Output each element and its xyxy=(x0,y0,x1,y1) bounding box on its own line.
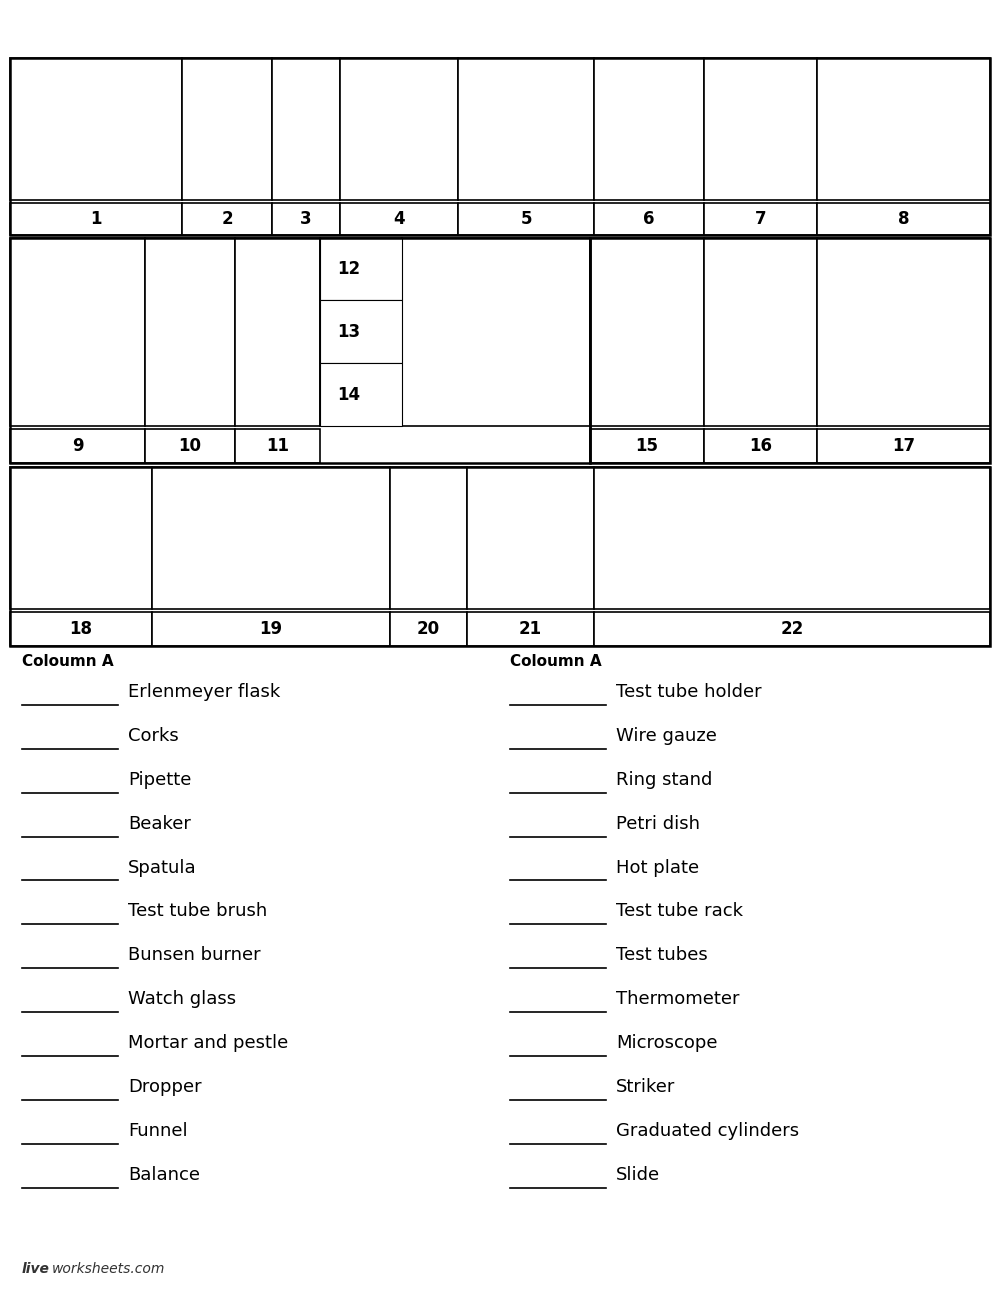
Bar xyxy=(704,238,817,426)
Text: 19: 19 xyxy=(259,620,283,638)
Text: Watch glass: Watch glass xyxy=(128,990,236,1008)
Bar xyxy=(320,363,402,426)
Text: 4: 4 xyxy=(393,210,405,227)
Bar xyxy=(340,203,458,235)
Text: Corks: Corks xyxy=(128,727,179,745)
Text: Spatula: Spatula xyxy=(128,859,197,877)
Bar xyxy=(402,238,590,426)
Text: 16: 16 xyxy=(749,438,772,454)
Bar xyxy=(467,612,594,646)
Text: live: live xyxy=(22,1261,50,1276)
Text: 12: 12 xyxy=(337,259,360,278)
Bar xyxy=(594,203,704,235)
Bar xyxy=(152,467,390,609)
Bar xyxy=(10,238,590,463)
Text: 11: 11 xyxy=(266,438,289,454)
Bar xyxy=(704,429,817,463)
Bar xyxy=(320,238,402,426)
Text: Test tube holder: Test tube holder xyxy=(616,683,762,701)
Text: 1: 1 xyxy=(90,210,102,227)
Text: Funnel: Funnel xyxy=(128,1122,188,1140)
Bar xyxy=(10,612,152,646)
Text: Thermometer: Thermometer xyxy=(616,990,740,1008)
Text: 2: 2 xyxy=(221,210,233,227)
Bar xyxy=(10,58,990,235)
Bar xyxy=(182,203,272,235)
Text: 20: 20 xyxy=(417,620,440,638)
Text: Striker: Striker xyxy=(616,1078,675,1096)
Text: Coloumn A: Coloumn A xyxy=(510,653,602,669)
Bar xyxy=(467,467,594,609)
Bar xyxy=(10,429,145,463)
Text: 9: 9 xyxy=(72,438,83,454)
Bar xyxy=(10,238,145,426)
Text: worksheets.com: worksheets.com xyxy=(52,1261,165,1276)
Bar xyxy=(10,203,182,235)
Bar xyxy=(390,467,467,609)
Bar xyxy=(594,612,990,646)
Bar xyxy=(458,203,594,235)
Text: 3: 3 xyxy=(300,210,312,227)
Bar xyxy=(182,58,272,200)
Bar xyxy=(340,58,458,200)
Text: Hot plate: Hot plate xyxy=(616,859,699,877)
Text: 14: 14 xyxy=(337,386,360,404)
Bar xyxy=(817,238,990,426)
Text: 8: 8 xyxy=(898,210,909,227)
Bar xyxy=(10,467,990,646)
Text: Ring stand: Ring stand xyxy=(616,771,712,789)
Text: Test tube rack: Test tube rack xyxy=(616,902,743,920)
Text: Bunsen burner: Bunsen burner xyxy=(128,946,261,964)
Text: 22: 22 xyxy=(780,620,804,638)
Bar xyxy=(817,58,990,200)
Text: Test tubes: Test tubes xyxy=(616,946,708,964)
Bar xyxy=(145,429,235,463)
Bar xyxy=(817,203,990,235)
Bar xyxy=(10,467,152,609)
Text: 18: 18 xyxy=(70,620,92,638)
Bar xyxy=(704,203,817,235)
Text: Slide: Slide xyxy=(616,1166,660,1184)
Text: Mortar and pestle: Mortar and pestle xyxy=(128,1034,288,1052)
Bar xyxy=(235,238,320,426)
Text: 5: 5 xyxy=(520,210,532,227)
Text: Petri dish: Petri dish xyxy=(616,815,700,833)
Bar xyxy=(235,429,320,463)
Bar xyxy=(458,58,594,200)
Bar xyxy=(590,238,704,426)
Bar xyxy=(145,238,235,426)
Bar xyxy=(272,203,340,235)
Text: Pipette: Pipette xyxy=(128,771,191,789)
Text: 10: 10 xyxy=(178,438,202,454)
Bar xyxy=(390,612,467,646)
Bar xyxy=(320,301,402,363)
Text: Beaker: Beaker xyxy=(128,815,191,833)
Text: 15: 15 xyxy=(636,438,658,454)
Bar xyxy=(590,238,990,463)
Bar xyxy=(320,238,402,301)
Text: Coloumn A: Coloumn A xyxy=(22,653,114,669)
Text: 21: 21 xyxy=(519,620,542,638)
Bar xyxy=(272,58,340,200)
Text: Test tube brush: Test tube brush xyxy=(128,902,267,920)
Text: Wire gauze: Wire gauze xyxy=(616,727,717,745)
Text: 7: 7 xyxy=(755,210,766,227)
Text: 17: 17 xyxy=(892,438,915,454)
Bar xyxy=(594,467,990,609)
Text: Dropper: Dropper xyxy=(128,1078,202,1096)
Text: Erlenmeyer flask: Erlenmeyer flask xyxy=(128,683,280,701)
Text: Graduated cylinders: Graduated cylinders xyxy=(616,1122,799,1140)
Text: Balance: Balance xyxy=(128,1166,200,1184)
Bar xyxy=(817,429,990,463)
Bar xyxy=(152,612,390,646)
Bar xyxy=(594,58,704,200)
Bar xyxy=(704,58,817,200)
Text: 13: 13 xyxy=(337,323,360,341)
Bar xyxy=(590,429,704,463)
Text: Microscope: Microscope xyxy=(616,1034,718,1052)
Bar xyxy=(10,58,182,200)
Text: 6: 6 xyxy=(643,210,655,227)
